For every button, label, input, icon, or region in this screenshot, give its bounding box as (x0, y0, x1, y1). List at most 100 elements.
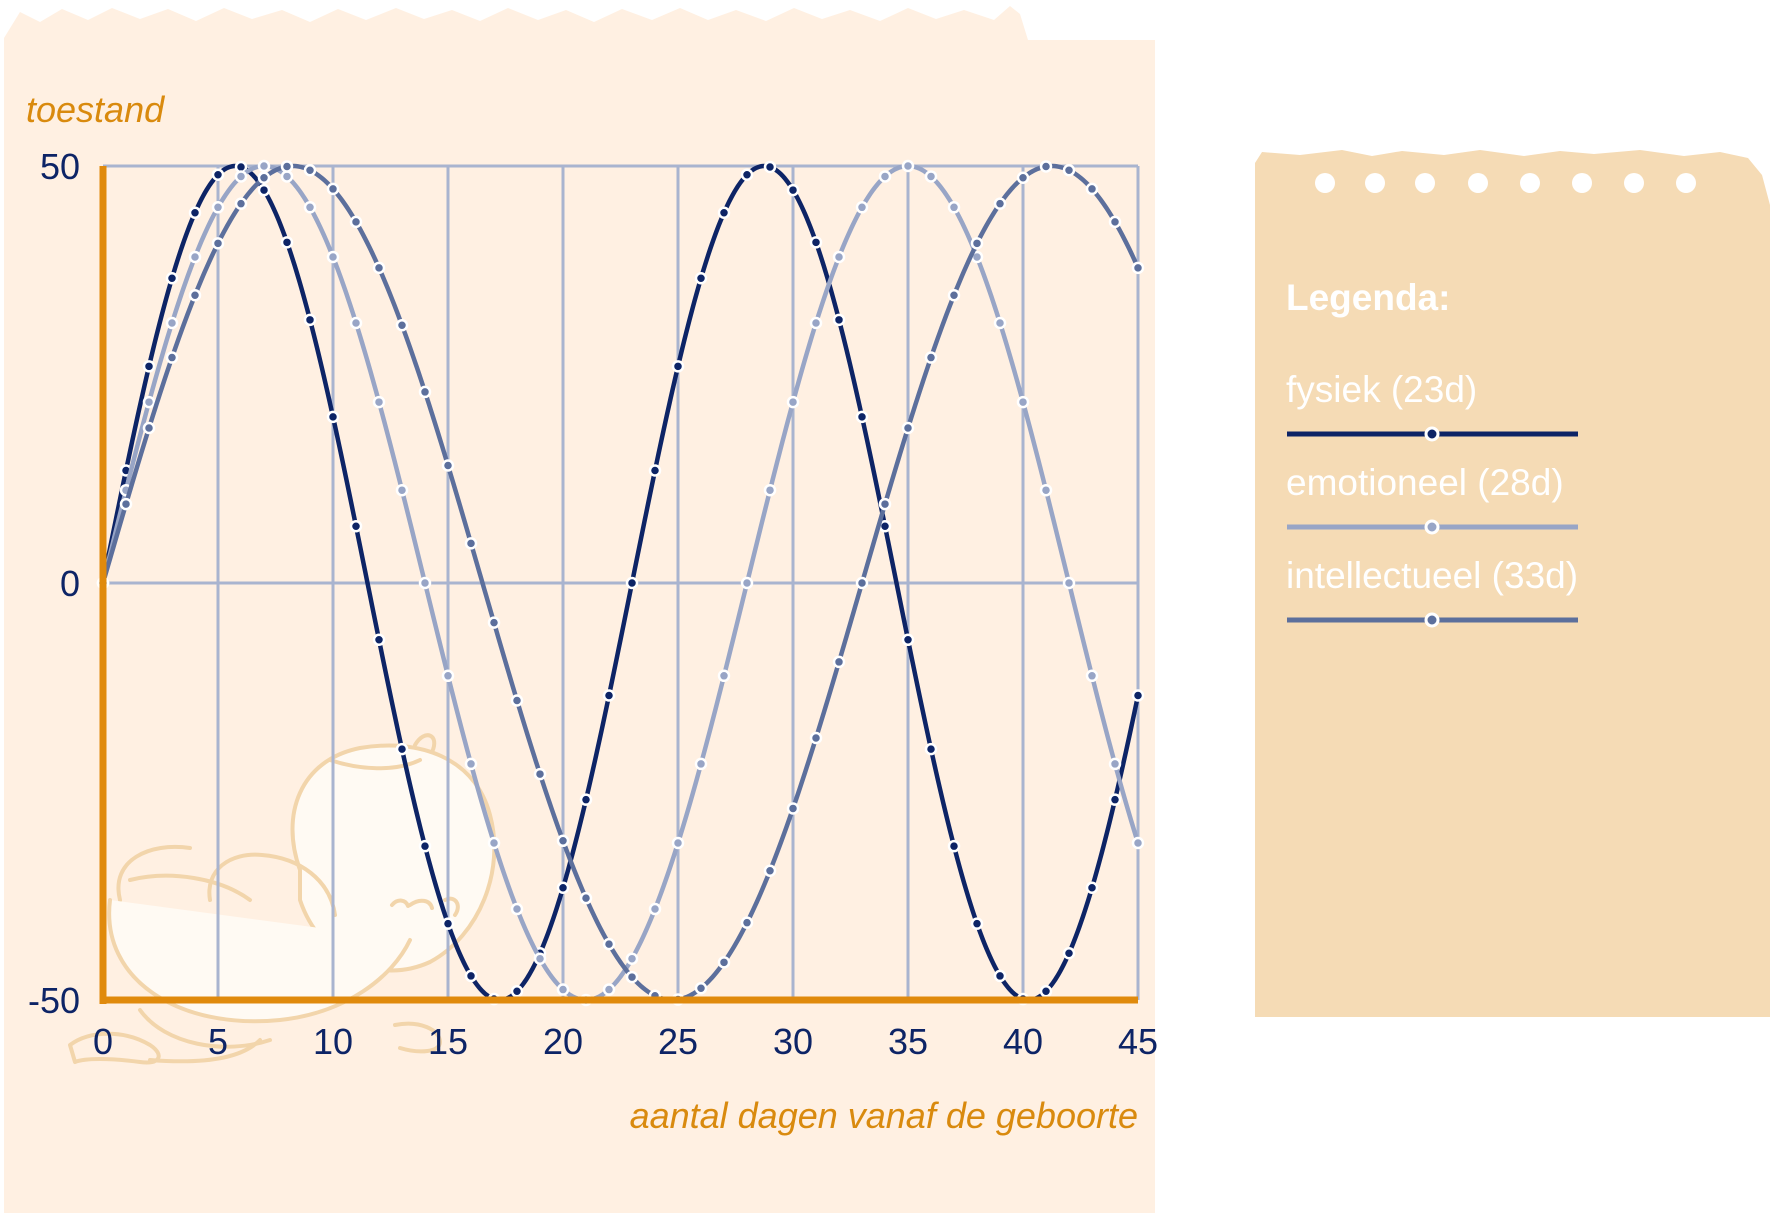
data-point (418, 839, 432, 853)
data-point (832, 313, 846, 327)
x-tick-label: 5 (208, 1021, 228, 1062)
y-tick-label: 0 (60, 563, 80, 604)
data-point (395, 318, 409, 332)
data-point (1108, 793, 1122, 806)
punch-hole (1415, 173, 1435, 193)
punch-hole (1676, 173, 1696, 193)
data-point (556, 881, 570, 895)
data-point (993, 316, 1007, 330)
data-point (786, 395, 800, 409)
data-point (947, 288, 961, 302)
data-point (303, 201, 317, 214)
data-point (441, 669, 455, 683)
data-point (671, 836, 685, 850)
series-3 (96, 160, 1145, 1006)
data-point (947, 839, 961, 853)
data-point (1039, 985, 1053, 998)
legend-item: emotioneel (28d) (1286, 462, 1578, 535)
data-point (809, 316, 823, 330)
legend-label: intellectueel (33d) (1286, 555, 1578, 596)
data-point (188, 250, 202, 264)
data-point (717, 206, 731, 220)
data-point (464, 757, 478, 771)
data-point (717, 956, 731, 969)
data-point (349, 519, 363, 533)
data-point (326, 410, 340, 424)
x-tick-label: 40 (1003, 1021, 1043, 1062)
data-point (740, 916, 754, 929)
data-point (832, 655, 846, 669)
legend-swatch-dot (1424, 612, 1440, 628)
x-tick-label: 20 (543, 1021, 583, 1062)
data-point (165, 271, 179, 285)
data-point (326, 250, 340, 264)
data-point (487, 836, 501, 850)
data-point (556, 983, 570, 996)
y-tick-label: 50 (40, 146, 80, 187)
data-point (303, 313, 317, 327)
data-point (211, 201, 225, 214)
data-point (1131, 689, 1145, 702)
data-point (142, 360, 156, 373)
data-point (602, 983, 616, 996)
data-point (1016, 171, 1030, 185)
data-point (809, 731, 823, 745)
data-point (970, 917, 984, 930)
legend-swatch-dot (1424, 519, 1440, 535)
data-point (625, 952, 639, 965)
data-point (602, 689, 616, 702)
data-point (533, 767, 547, 781)
legend-punch-holes (1315, 173, 1696, 193)
data-point (878, 497, 892, 511)
data-point (510, 902, 524, 916)
data-point (1085, 669, 1099, 683)
data-point (1131, 261, 1145, 275)
data-point (372, 633, 386, 647)
data-point (1039, 160, 1053, 173)
data-point (280, 160, 294, 173)
data-point (694, 757, 708, 771)
legend-swatch-dot (1424, 426, 1440, 442)
data-point (1062, 576, 1076, 590)
data-point (671, 360, 685, 373)
data-point (694, 981, 708, 995)
data-point (855, 201, 869, 214)
legend-item: intellectueel (33d) (1286, 555, 1578, 628)
y-tick-label: -50 (28, 980, 80, 1021)
data-point (533, 952, 547, 965)
punch-hole (1315, 173, 1335, 193)
data-point (211, 168, 225, 181)
data-point (924, 742, 938, 756)
chart-panel (4, 6, 1155, 1213)
data-point (901, 421, 915, 435)
data-point (257, 159, 271, 173)
legend: fysiek (23d) emotioneel (28d) intellectuee… (1286, 369, 1578, 628)
series-1 (96, 160, 1145, 1006)
axes (99, 166, 1138, 1004)
data-point (395, 742, 409, 756)
data-point (510, 985, 524, 998)
data-point (901, 159, 915, 173)
data-point (740, 168, 754, 181)
data-point (993, 969, 1007, 983)
data-point (763, 483, 777, 497)
legend-label: fysiek (23d) (1286, 369, 1477, 410)
data-point (303, 163, 317, 177)
data-point (257, 171, 271, 185)
y-axis-title: toestand (26, 89, 165, 130)
data-point (326, 182, 340, 196)
data-point (855, 410, 869, 424)
x-tick-label: 45 (1118, 1021, 1158, 1062)
legend-item: fysiek (23d) (1286, 369, 1578, 442)
data-point (993, 197, 1007, 210)
legend-panel (1255, 150, 1770, 1017)
data-point (648, 464, 662, 477)
data-point (648, 902, 662, 916)
data-point (901, 633, 915, 647)
data-point (418, 385, 432, 399)
data-point (510, 694, 524, 707)
data-point (786, 802, 800, 815)
x-tick-label: 35 (888, 1021, 928, 1062)
